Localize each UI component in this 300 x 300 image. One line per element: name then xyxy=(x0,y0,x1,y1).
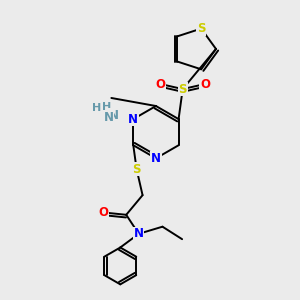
Text: S: S xyxy=(178,82,187,96)
Text: S: S xyxy=(132,163,141,176)
Text: N: N xyxy=(128,112,138,126)
Text: O: O xyxy=(155,77,165,91)
Text: O: O xyxy=(98,206,108,219)
Text: H: H xyxy=(92,103,101,113)
Text: O: O xyxy=(200,77,210,91)
Text: N: N xyxy=(108,109,118,122)
Text: S: S xyxy=(197,22,206,35)
Text: N: N xyxy=(151,152,161,165)
Text: N: N xyxy=(103,111,113,124)
Text: H: H xyxy=(102,102,112,112)
Text: N: N xyxy=(134,227,144,240)
